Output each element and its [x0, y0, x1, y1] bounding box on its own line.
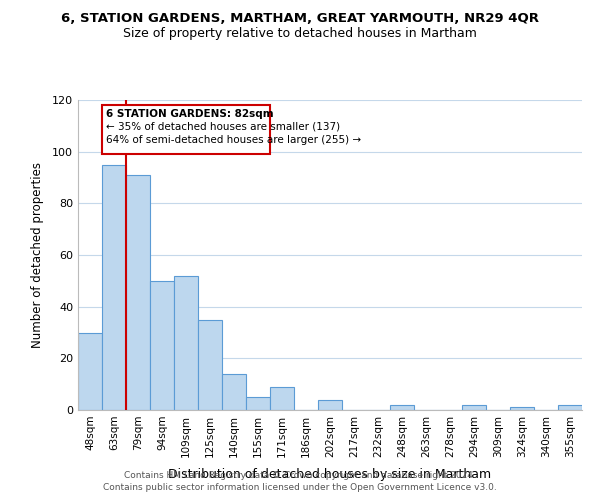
Bar: [150, 281, 174, 410]
Text: ← 35% of detached houses are smaller (137): ← 35% of detached houses are smaller (13…: [106, 122, 340, 132]
Y-axis label: Number of detached properties: Number of detached properties: [31, 162, 44, 348]
Bar: [318, 400, 342, 410]
Bar: [462, 405, 486, 410]
Bar: [222, 374, 246, 410]
Bar: [198, 320, 222, 410]
Bar: [102, 164, 126, 410]
Bar: [390, 405, 414, 410]
Bar: [126, 175, 150, 410]
X-axis label: Distribution of detached houses by size in Martham: Distribution of detached houses by size …: [169, 468, 491, 481]
Text: Size of property relative to detached houses in Martham: Size of property relative to detached ho…: [123, 28, 477, 40]
Bar: [174, 276, 198, 410]
Text: 64% of semi-detached houses are larger (255) →: 64% of semi-detached houses are larger (…: [106, 135, 361, 145]
Bar: [78, 332, 102, 410]
Text: 6, STATION GARDENS, MARTHAM, GREAT YARMOUTH, NR29 4QR: 6, STATION GARDENS, MARTHAM, GREAT YARMO…: [61, 12, 539, 26]
Text: Contains public sector information licensed under the Open Government Licence v3: Contains public sector information licen…: [103, 484, 497, 492]
Text: Contains HM Land Registry data © Crown copyright and database right 2024.: Contains HM Land Registry data © Crown c…: [124, 471, 476, 480]
Text: 6 STATION GARDENS: 82sqm: 6 STATION GARDENS: 82sqm: [106, 109, 274, 119]
FancyBboxPatch shape: [103, 105, 270, 154]
Bar: [246, 397, 270, 410]
Bar: [270, 387, 294, 410]
Bar: [510, 408, 534, 410]
Bar: [558, 405, 582, 410]
